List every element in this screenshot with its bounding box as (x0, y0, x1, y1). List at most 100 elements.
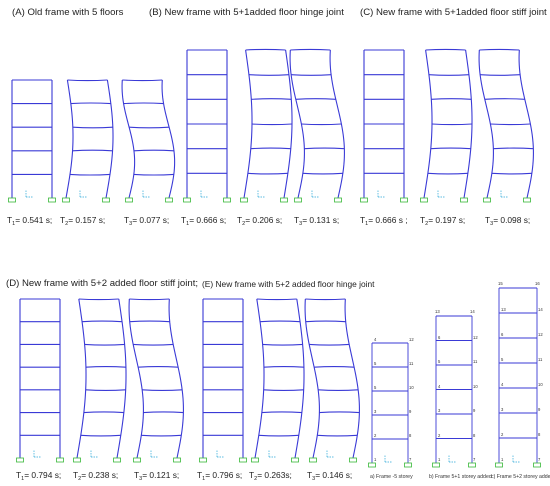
frame-d-mode-2-column-left (76, 298, 87, 459)
model-frame-b-support-2 (468, 462, 476, 468)
frame-e-mode-2-beam-5 (262, 343, 303, 346)
period-value: = 0.263s; (257, 470, 292, 480)
node-label: 5 (438, 359, 441, 364)
node-label: 8 (409, 433, 412, 438)
frame-e-mode-2-beam-1 (258, 434, 299, 437)
frame-b-mode-2-beam-6 (245, 48, 286, 51)
node-label: 6 (438, 334, 441, 340)
group-e-title: (E) New frame with 5+2 added floor hinge… (202, 279, 375, 289)
model-frame-c (495, 287, 541, 468)
frame-d-mode-3-beam-6 (129, 320, 170, 323)
period-value: = 0.794 s; (24, 470, 62, 480)
node-label: 9 (409, 409, 412, 414)
node-label: 2 (374, 433, 377, 438)
period-value: = 0.197 s; (428, 215, 466, 225)
node-label: 11 (473, 359, 478, 364)
period-symbol: T (16, 470, 22, 480)
frame-c-mode-3-beam-4 (484, 98, 525, 100)
node-label: 8 (473, 432, 476, 438)
frame-d-mode-2-beam-1 (80, 434, 121, 437)
frame-c-mode-2-column-left (423, 49, 433, 199)
node-label: 10 (409, 385, 414, 390)
frame-a-mode-2 (62, 79, 114, 203)
frame-c-mode-1-support-1 (360, 197, 368, 203)
period-value: = 0.098 s; (493, 215, 531, 225)
group-d-title: (D) New frame with 5+2 added floor stiff… (6, 278, 199, 289)
period-subscript: 2 (254, 476, 258, 482)
period-label-c-2: T2= 0.197 s; (420, 215, 465, 227)
frame-c-mode-2-beam-3 (431, 123, 473, 126)
node-label: 12 (473, 334, 478, 340)
frame-c-mode-3 (478, 48, 534, 203)
group-a-title: (A) Old frame with 5 floors (12, 7, 124, 18)
model-caption-b: b) Frame 5+1 storey added (429, 474, 492, 480)
period-value: = 0.238 s; (81, 470, 119, 480)
frame-d-mode-3-beam-2 (143, 411, 184, 414)
frame-e-mode-2-column-right (294, 298, 305, 459)
period-subscript: 3 (139, 476, 143, 482)
frame-e-mode-3-beam-2 (319, 411, 360, 414)
frame-b-mode-2-column-left (243, 49, 253, 199)
frame-a-mode-3-beam-5 (122, 79, 163, 82)
frame-c-mode-3-beam-2 (493, 147, 534, 150)
period-subscript: 1 (365, 221, 369, 227)
period-value: = 0.666 s ; (368, 215, 408, 225)
period-value: = 0.146 s; (315, 470, 353, 480)
frame-b-mode-2-beam-5 (248, 74, 289, 76)
node-label: 3 (438, 408, 441, 413)
frame-a-mode-2-beam-3 (72, 126, 113, 129)
frame-b-mode-3-support-1 (294, 197, 302, 203)
frame-b-mode-2-beam-4 (251, 98, 292, 100)
frame-b-mode-2-support-2 (280, 197, 288, 203)
model-frame-c-support-2 (533, 462, 541, 468)
frame-c-mode-2-support-2 (460, 197, 468, 203)
period-subscript: 2 (65, 221, 69, 227)
frame-b-mode-3-beam-3 (301, 123, 342, 126)
period-value: = 0.206 s; (245, 215, 283, 225)
frame-b-mode-1 (183, 49, 231, 203)
node-label: 8 (538, 432, 541, 437)
frame-d-mode-1-support-2 (56, 457, 64, 463)
period-symbol: T (360, 215, 366, 225)
node-label: 13 (501, 307, 506, 312)
node-label: 3 (374, 409, 377, 414)
frame-a-mode-2-beam-5 (67, 79, 108, 82)
frame-a-mode-2-support-2 (102, 197, 110, 203)
frame-d-mode-1-support-1 (16, 457, 24, 463)
node-label: 4 (438, 383, 441, 389)
period-symbol: T (307, 470, 313, 480)
node-label: 9 (538, 407, 541, 412)
model-frame-b (432, 315, 476, 468)
frame-e-mode-2 (251, 298, 305, 463)
frame-e-mode-3-beam-4 (314, 365, 355, 368)
period-symbol: T (294, 215, 300, 225)
period-value: = 0.666 s; (189, 215, 227, 225)
node-label: 14 (538, 307, 543, 312)
frame-b-mode-2-beam-1 (247, 172, 288, 175)
node-label: 1 (438, 457, 441, 462)
period-label-e-1: T1= 0.796 s; (197, 470, 242, 482)
frame-a-mode-3-beam-3 (129, 126, 170, 129)
node-label: 5 (374, 361, 377, 366)
frame-b-mode-3 (289, 48, 345, 203)
frame-d-mode-3-beam-5 (133, 343, 174, 346)
frame-a-mode-2-beam-2 (72, 149, 113, 152)
period-label-a-1: T1= 0.541 s; (7, 215, 52, 227)
frame-e-mode-1 (199, 298, 247, 463)
frame-b-mode-3-beam-2 (304, 147, 345, 150)
period-subscript: 2 (242, 221, 246, 227)
frame-b-mode-2-beam-3 (251, 123, 293, 126)
frame-d-mode-2-beam-3 (85, 389, 126, 392)
period-subscript: 1 (12, 221, 16, 227)
frame-a-mode-3-beam-2 (133, 149, 174, 152)
period-label-d-2: T2= 0.238 s; (73, 470, 118, 482)
node-label: 11 (409, 361, 414, 366)
frame-d-mode-3-beam-4 (138, 365, 179, 368)
frame-e-mode-3-beam-1 (317, 434, 358, 437)
period-label-b-1: T1= 0.666 s; (181, 215, 226, 227)
period-label-c-1: T1= 0.666 s ; (360, 215, 408, 227)
node-label: 7 (538, 457, 541, 462)
frame-d-mode-3-column-right (168, 298, 184, 459)
node-label: 5 (374, 385, 377, 390)
